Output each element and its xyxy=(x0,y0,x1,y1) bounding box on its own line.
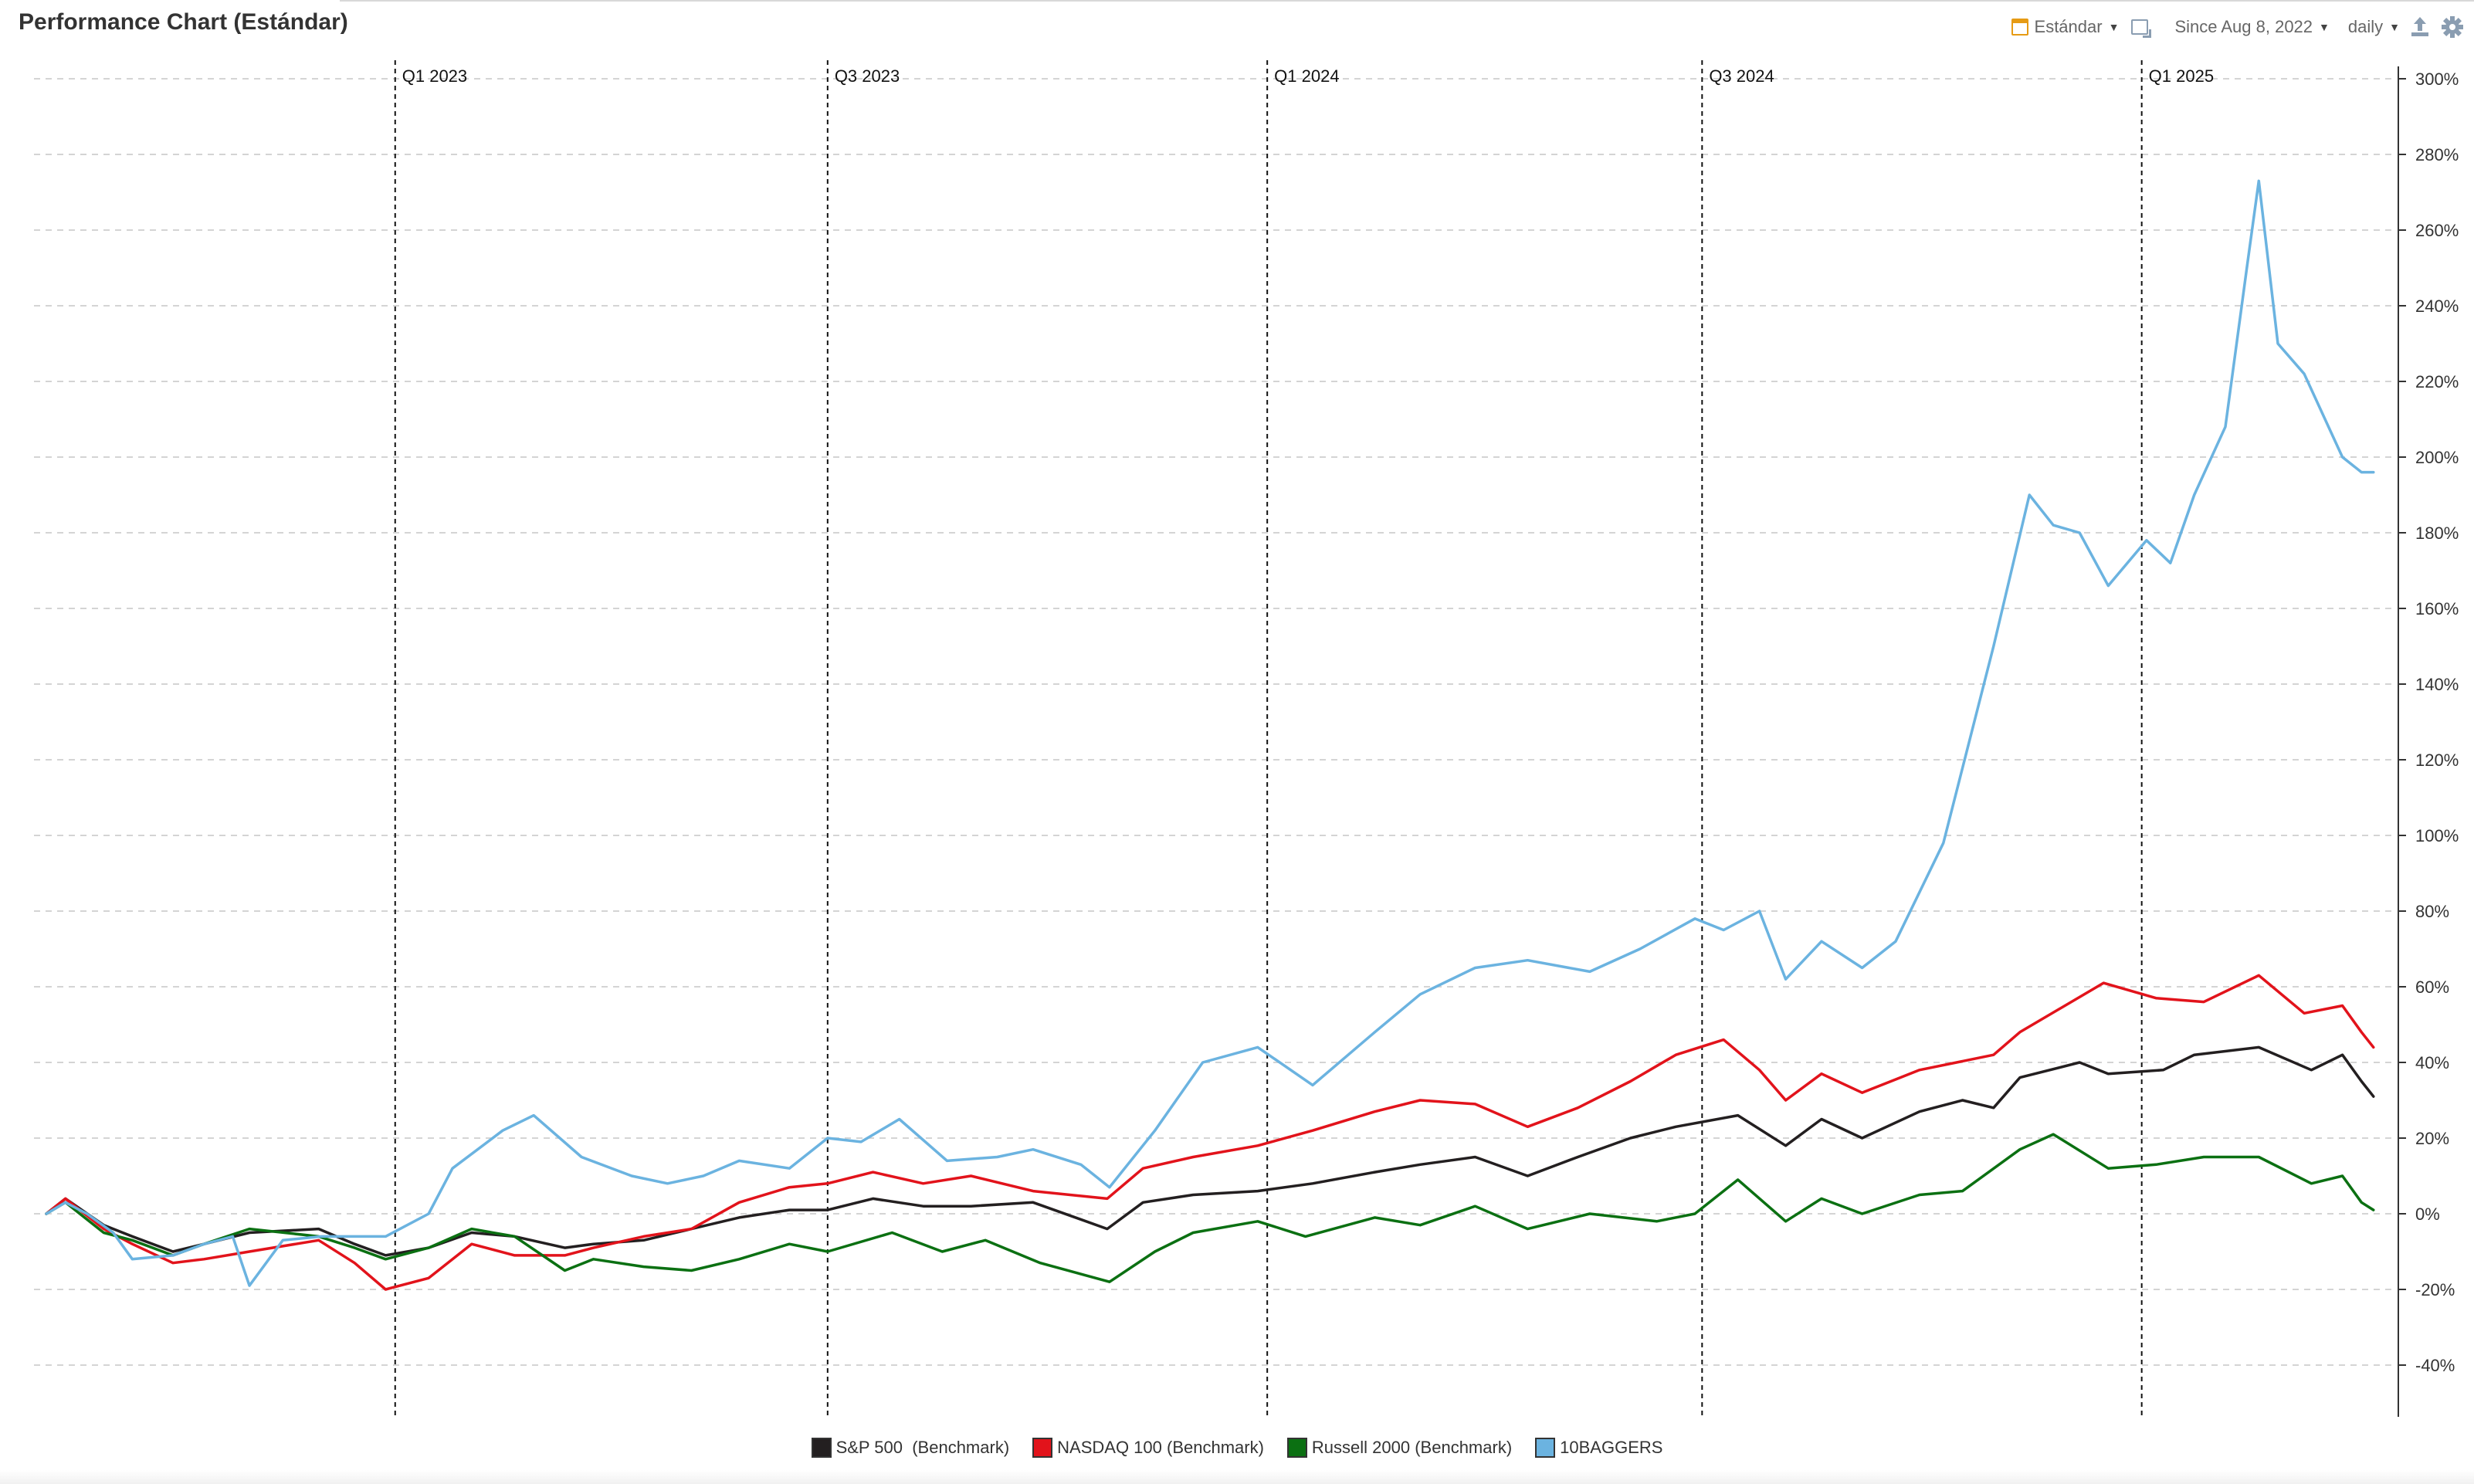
top-divider xyxy=(340,0,2474,2)
performance-chart[interactable]: Q1 2023 Q3 2023 Q1 2024 Q3 2024 Q1 2025 300%… xyxy=(0,46,2474,1428)
series-line-0[interactable] xyxy=(45,1045,2375,1257)
y-tick-label: -40% xyxy=(2415,1356,2455,1375)
calendar-icon xyxy=(2011,19,2028,36)
y-tick-label: 60% xyxy=(2415,977,2449,997)
y-axis: 300% 280% 260% 240% 220% 200% 180% 160% 140% 120%… xyxy=(2398,66,2459,1417)
legend-swatch xyxy=(1286,1438,1307,1458)
y-tick-label: 120% xyxy=(2415,750,2459,770)
grid-lines xyxy=(34,78,2394,1366)
legend-item-nasdaq100[interactable]: NASDAQ 100 (Benchmark) xyxy=(1032,1438,1264,1458)
y-tick-label: 20% xyxy=(2415,1129,2449,1148)
legend-label: NASDAQ 100 (Benchmark) xyxy=(1057,1438,1264,1457)
chevron-down-icon: ▼ xyxy=(2389,21,2400,33)
y-tick-label: -20% xyxy=(2415,1280,2455,1299)
chart-legend: S&P 500 (Benchmark) NASDAQ 100 (Benchmar… xyxy=(0,1438,2474,1458)
y-tick-label: 280% xyxy=(2415,145,2459,164)
y-tick-label: 300% xyxy=(2415,69,2459,89)
y-tick-label: 140% xyxy=(2415,675,2459,694)
range-label: Since Aug 8, 2022 xyxy=(2174,17,2313,36)
y-tick-label: 180% xyxy=(2415,523,2459,543)
legend-swatch xyxy=(1032,1438,1053,1458)
chevron-down-icon: ▼ xyxy=(2108,21,2120,33)
y-tick-label: 40% xyxy=(2415,1053,2449,1072)
gear-icon[interactable] xyxy=(2440,15,2465,39)
page-title: Performance Chart (Estándar) xyxy=(19,9,348,35)
chart-toolbar: Estándar ▼ Since Aug 8, 2022 ▼ daily ▼ xyxy=(2011,12,2465,42)
quarter-marker-label: Q1 2023 xyxy=(402,66,467,86)
range-selector[interactable]: Since Aug 8, 2022 ▼ xyxy=(2174,17,2329,37)
series-lines xyxy=(45,179,2375,1291)
chevron-down-icon: ▼ xyxy=(2319,21,2330,33)
y-tick-label: 100% xyxy=(2415,826,2459,845)
legend-item-russell2000[interactable]: Russell 2000 (Benchmark) xyxy=(1286,1438,1513,1458)
view-label: Estándar xyxy=(2034,17,2103,36)
quarter-marker-label: Q1 2024 xyxy=(1274,66,1339,86)
legend-label: Russell 2000 (Benchmark) xyxy=(1311,1438,1513,1457)
view-selector[interactable]: Estándar ▼ xyxy=(2011,17,2120,37)
interval-label: daily xyxy=(2347,17,2384,36)
y-tick-label: 240% xyxy=(2415,296,2459,316)
interval-selector[interactable]: daily ▼ xyxy=(2348,17,2400,37)
series-line-2[interactable] xyxy=(45,1133,2375,1283)
y-tick-label: 260% xyxy=(2415,221,2459,240)
legend-label: 10BAGGERS xyxy=(1560,1438,1663,1457)
y-tick-label: 200% xyxy=(2415,448,2459,467)
y-tick-label: 160% xyxy=(2415,599,2459,618)
fit-to-screen-icon[interactable] xyxy=(2131,19,2152,38)
export-icon[interactable] xyxy=(2408,15,2432,39)
y-tick-label: 220% xyxy=(2415,372,2459,391)
footer-shadow xyxy=(0,1470,2474,1484)
legend-item-sp500[interactable]: S&P 500 (Benchmark) xyxy=(811,1438,1010,1458)
quarter-marker-label: Q3 2023 xyxy=(835,66,900,86)
legend-item-10baggers[interactable]: 10BAGGERS xyxy=(1535,1438,1662,1458)
quarter-marker-label: Q1 2025 xyxy=(2149,66,2214,86)
y-tick-label: 80% xyxy=(2415,902,2449,921)
series-line-3[interactable] xyxy=(45,179,2375,1287)
quarter-markers: Q1 2023 Q3 2023 Q1 2024 Q3 2024 Q1 2025 xyxy=(394,60,2214,1417)
legend-label: S&P 500 (Benchmark) xyxy=(835,1438,1010,1457)
legend-swatch xyxy=(1535,1438,1556,1458)
quarter-marker-label: Q3 2024 xyxy=(1709,66,1774,86)
y-tick-label: 0% xyxy=(2415,1204,2440,1224)
legend-swatch xyxy=(811,1438,832,1458)
series-line-1[interactable] xyxy=(45,974,2375,1291)
